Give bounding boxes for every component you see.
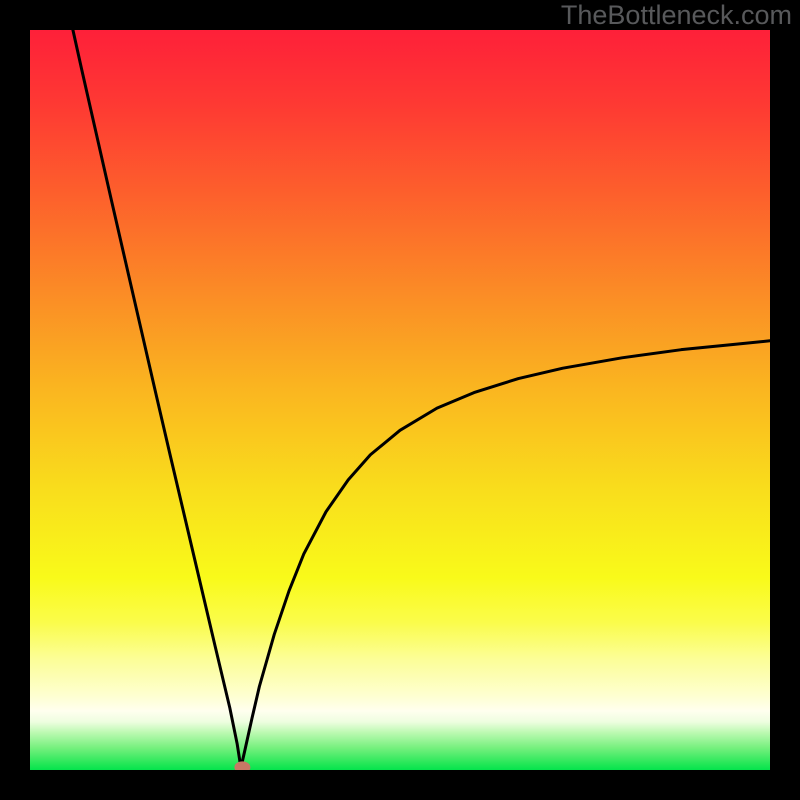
chart-frame: TheBottleneck.com xyxy=(0,0,800,800)
chart-border xyxy=(770,0,800,800)
bottleneck-chart xyxy=(0,0,800,800)
watermark-text: TheBottleneck.com xyxy=(561,0,792,31)
gradient-background xyxy=(30,30,770,770)
chart-border xyxy=(0,770,800,800)
chart-border xyxy=(0,0,30,800)
